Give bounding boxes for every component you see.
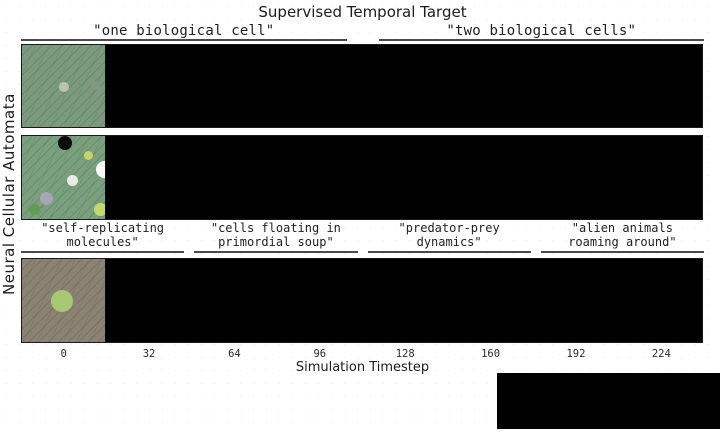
cell-dot xyxy=(40,191,54,205)
x-tick-label: 192 xyxy=(566,348,586,360)
bottom-group-labels: "self-replicating molecules" "cells floa… xyxy=(21,221,704,253)
x-tick-label: 0 xyxy=(60,348,67,360)
simulation-frame-t0-row-3 xyxy=(22,259,106,342)
x-axis-ticks: 0 32 64 96 128 160 192 224 xyxy=(21,348,704,360)
nca-strip-row-1 xyxy=(21,44,703,128)
nca-strip-row-2 xyxy=(21,135,703,220)
simulation-frame-t0-row-2 xyxy=(22,136,106,219)
group-label-two-biological-cells: "two biological cells" xyxy=(378,23,704,41)
group-label-predator-prey-dynamics: "predator-prey dynamics" xyxy=(367,221,531,253)
cell-dot xyxy=(91,80,101,90)
figure-title: Supervised Temporal Target xyxy=(258,3,467,21)
x-tick-label: 96 xyxy=(313,348,327,360)
cell-dot xyxy=(50,289,73,312)
group-label-self-replicating-molecules: "self-replicating molecules" xyxy=(21,221,185,253)
x-tick-label: 128 xyxy=(395,348,415,360)
group-label-alien-animals-roaming-around: "alien animals roaming around" xyxy=(540,221,704,253)
x-axis-label: Simulation Timestep xyxy=(295,360,430,375)
cell-dot xyxy=(28,204,40,216)
x-tick-label: 160 xyxy=(481,348,501,360)
x-tick-label: 224 xyxy=(651,348,671,360)
cell-dot xyxy=(94,202,105,216)
cell-dot xyxy=(83,150,93,160)
nca-strip-row-3 xyxy=(21,258,703,343)
y-axis-label: Neural Cellular Automata xyxy=(0,93,18,295)
group-label-one-biological-cell: "one biological cell" xyxy=(21,23,347,41)
cell-dot xyxy=(67,175,79,187)
simulation-frame-t0-row-1 xyxy=(22,45,106,127)
group-label-cells-floating-primordial-soup: "cells floating in primordial soup" xyxy=(194,221,358,253)
top-group-labels: "one biological cell" "two biological ce… xyxy=(21,23,704,41)
x-tick-label: 32 xyxy=(142,348,156,360)
cell-dot xyxy=(58,136,73,151)
cell-dot xyxy=(59,81,70,92)
x-tick-label: 64 xyxy=(228,348,241,360)
cell-dot xyxy=(95,160,105,178)
black-artifact-bar xyxy=(497,373,720,429)
